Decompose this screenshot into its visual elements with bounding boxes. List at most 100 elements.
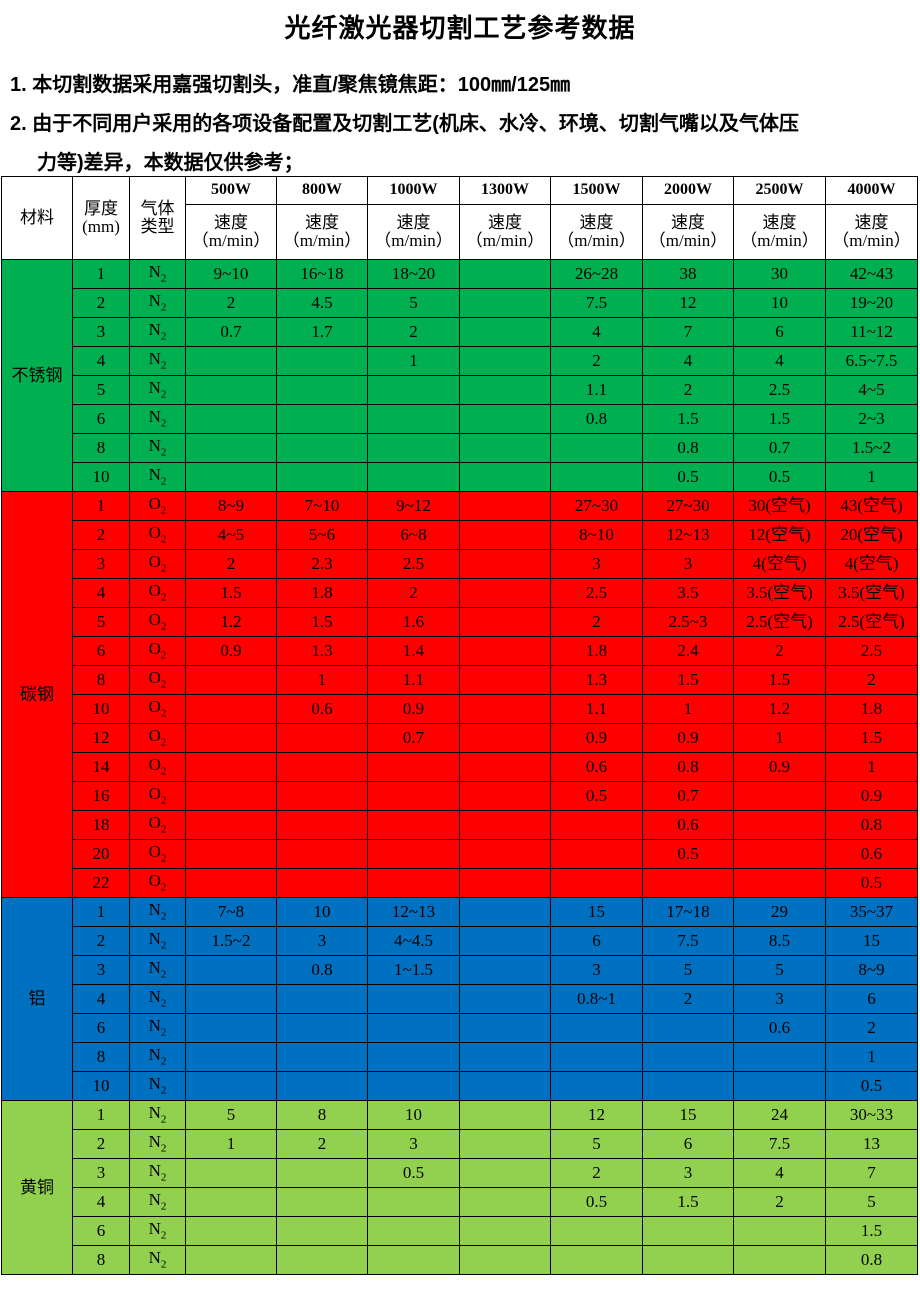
speed-cell: 1.6	[367, 607, 460, 637]
table-row: 碳钢 1 O2 8~9 7~10 9~12 27~30 27~30 30(空气) 43(空气)	[1, 491, 918, 898]
speed-cell: 4	[733, 1158, 826, 1188]
gas-subscript: 2	[160, 533, 167, 546]
speed-cell: 8~9	[825, 955, 918, 985]
gas-symbol: N	[148, 929, 161, 949]
speed-cell	[459, 868, 551, 898]
gas-symbol: O	[148, 755, 161, 775]
speed-cell	[459, 1071, 551, 1101]
gas-cell: O2	[129, 781, 186, 811]
speed-cell: 0.5	[367, 1158, 460, 1188]
speed-cell: 1.5	[825, 1216, 918, 1246]
gas-subscript: 2	[160, 649, 167, 662]
speed-cell	[185, 1071, 277, 1101]
speed-cell: 1.5	[733, 665, 826, 695]
table-row: 2 O2 4~5 5~6 6~8 8~10 12~13 12(空气) 20(空气)	[2, 520, 918, 550]
speed-cell: 0.7	[733, 433, 826, 463]
speed-cell: 5	[825, 1187, 918, 1217]
header-power: 1000W	[367, 176, 460, 205]
speed-cell: 10	[733, 288, 826, 318]
gas-symbol: O	[148, 813, 161, 833]
speed-cell: 1.1	[550, 694, 643, 724]
speed-cell	[459, 694, 551, 724]
speed-cell	[276, 1187, 368, 1217]
gas-subscript: 2	[160, 359, 167, 372]
gas-symbol: N	[148, 262, 161, 282]
speed-cell: 4	[642, 346, 734, 376]
gas-cell: N2	[129, 1100, 186, 1130]
speed-cell	[459, 520, 551, 550]
gas-cell: O2	[129, 549, 186, 579]
speed-cell: 2~3	[825, 404, 918, 434]
gas-subscript: 2	[160, 1200, 167, 1213]
gas-symbol: N	[148, 1219, 161, 1239]
gas-cell: O2	[129, 636, 186, 666]
table-row: 10 O2 0.6 0.9 1.1 1 1.2 1.8	[2, 694, 918, 724]
gas-symbol: N	[148, 1248, 161, 1268]
speed-cell: 2	[185, 288, 277, 318]
gas-subscript: 2	[160, 591, 167, 604]
speed-cell	[459, 1129, 551, 1159]
speed-cell	[459, 346, 551, 376]
header-speed-label: 速度	[671, 213, 705, 233]
speed-cell: 2	[733, 1187, 826, 1217]
speed-cell	[459, 404, 551, 434]
gas-subscript: 2	[160, 504, 167, 517]
speed-cell: 6~8	[367, 520, 460, 550]
table-row: 2 N2 2 4.5 5 7.5 12 10 19~20	[2, 288, 918, 318]
speed-cell: 5	[185, 1100, 277, 1130]
speed-cell	[276, 1245, 368, 1275]
thickness-cell: 8	[72, 1042, 130, 1072]
speed-cell: 0.7	[367, 723, 460, 753]
speed-cell	[185, 1013, 277, 1043]
speed-cell: 0.8	[642, 433, 734, 463]
speed-cell	[642, 1245, 734, 1275]
speed-cell: 0.9	[185, 636, 277, 666]
speed-cell	[185, 1158, 277, 1188]
speed-cell	[367, 781, 460, 811]
speed-cell: 3	[550, 955, 643, 985]
speed-cell: 27~30	[550, 491, 643, 521]
gas-symbol: N	[148, 465, 161, 485]
speed-cell: 0.6	[733, 1013, 826, 1043]
gas-cell: N2	[129, 1071, 186, 1101]
speed-cell: 4	[550, 317, 643, 347]
speed-cell: 30(空气)	[733, 491, 826, 521]
speed-cell: 4.5	[276, 288, 368, 318]
gas-subscript: 2	[160, 678, 167, 691]
header-speed-unit: （m/min）	[832, 231, 911, 250]
speed-cell: 1.7	[276, 317, 368, 347]
table-row: 22 O2 0.5	[2, 868, 918, 898]
gas-subscript: 2	[160, 939, 167, 952]
speed-cell	[459, 926, 551, 956]
header-row-speed: 速度 （m/min） 速度 （m/min） 速度 （m/min） 速度 （m/min） 速度 （m…	[2, 204, 918, 260]
header-power: 500W	[185, 176, 277, 205]
thickness-cell: 16	[72, 781, 130, 811]
speed-cell: 1.5	[276, 607, 368, 637]
thickness-cell: 8	[72, 665, 130, 695]
gas-subscript: 2	[160, 1026, 167, 1039]
speed-cell	[367, 839, 460, 869]
speed-cell	[367, 1187, 460, 1217]
speed-cell: 7.5	[550, 288, 643, 318]
gas-symbol: O	[148, 784, 161, 804]
gas-cell: N2	[129, 1245, 186, 1275]
speed-cell	[276, 723, 368, 753]
speed-cell: 0.8	[825, 810, 918, 840]
speed-cell: 1.1	[367, 665, 460, 695]
thickness-cell: 10	[72, 694, 130, 724]
gas-symbol: N	[148, 1103, 161, 1123]
speed-cell	[459, 897, 551, 927]
gas-subscript: 2	[160, 272, 167, 285]
table-row: 不锈钢 1 N2 9~10 16~18 18~20 26~28 38 30 42~43	[1, 259, 918, 492]
speed-cell	[367, 462, 460, 492]
thickness-cell: 14	[72, 752, 130, 782]
gas-subscript: 2	[160, 707, 167, 720]
gas-subscript: 2	[160, 881, 167, 894]
speed-cell	[185, 1245, 277, 1275]
speed-cell	[367, 433, 460, 463]
speed-cell: 1	[733, 723, 826, 753]
speed-cell: 2.4	[642, 636, 734, 666]
header-speed-label: 速度	[854, 213, 889, 233]
speed-cell: 6	[825, 984, 918, 1014]
speed-cell	[276, 346, 368, 376]
